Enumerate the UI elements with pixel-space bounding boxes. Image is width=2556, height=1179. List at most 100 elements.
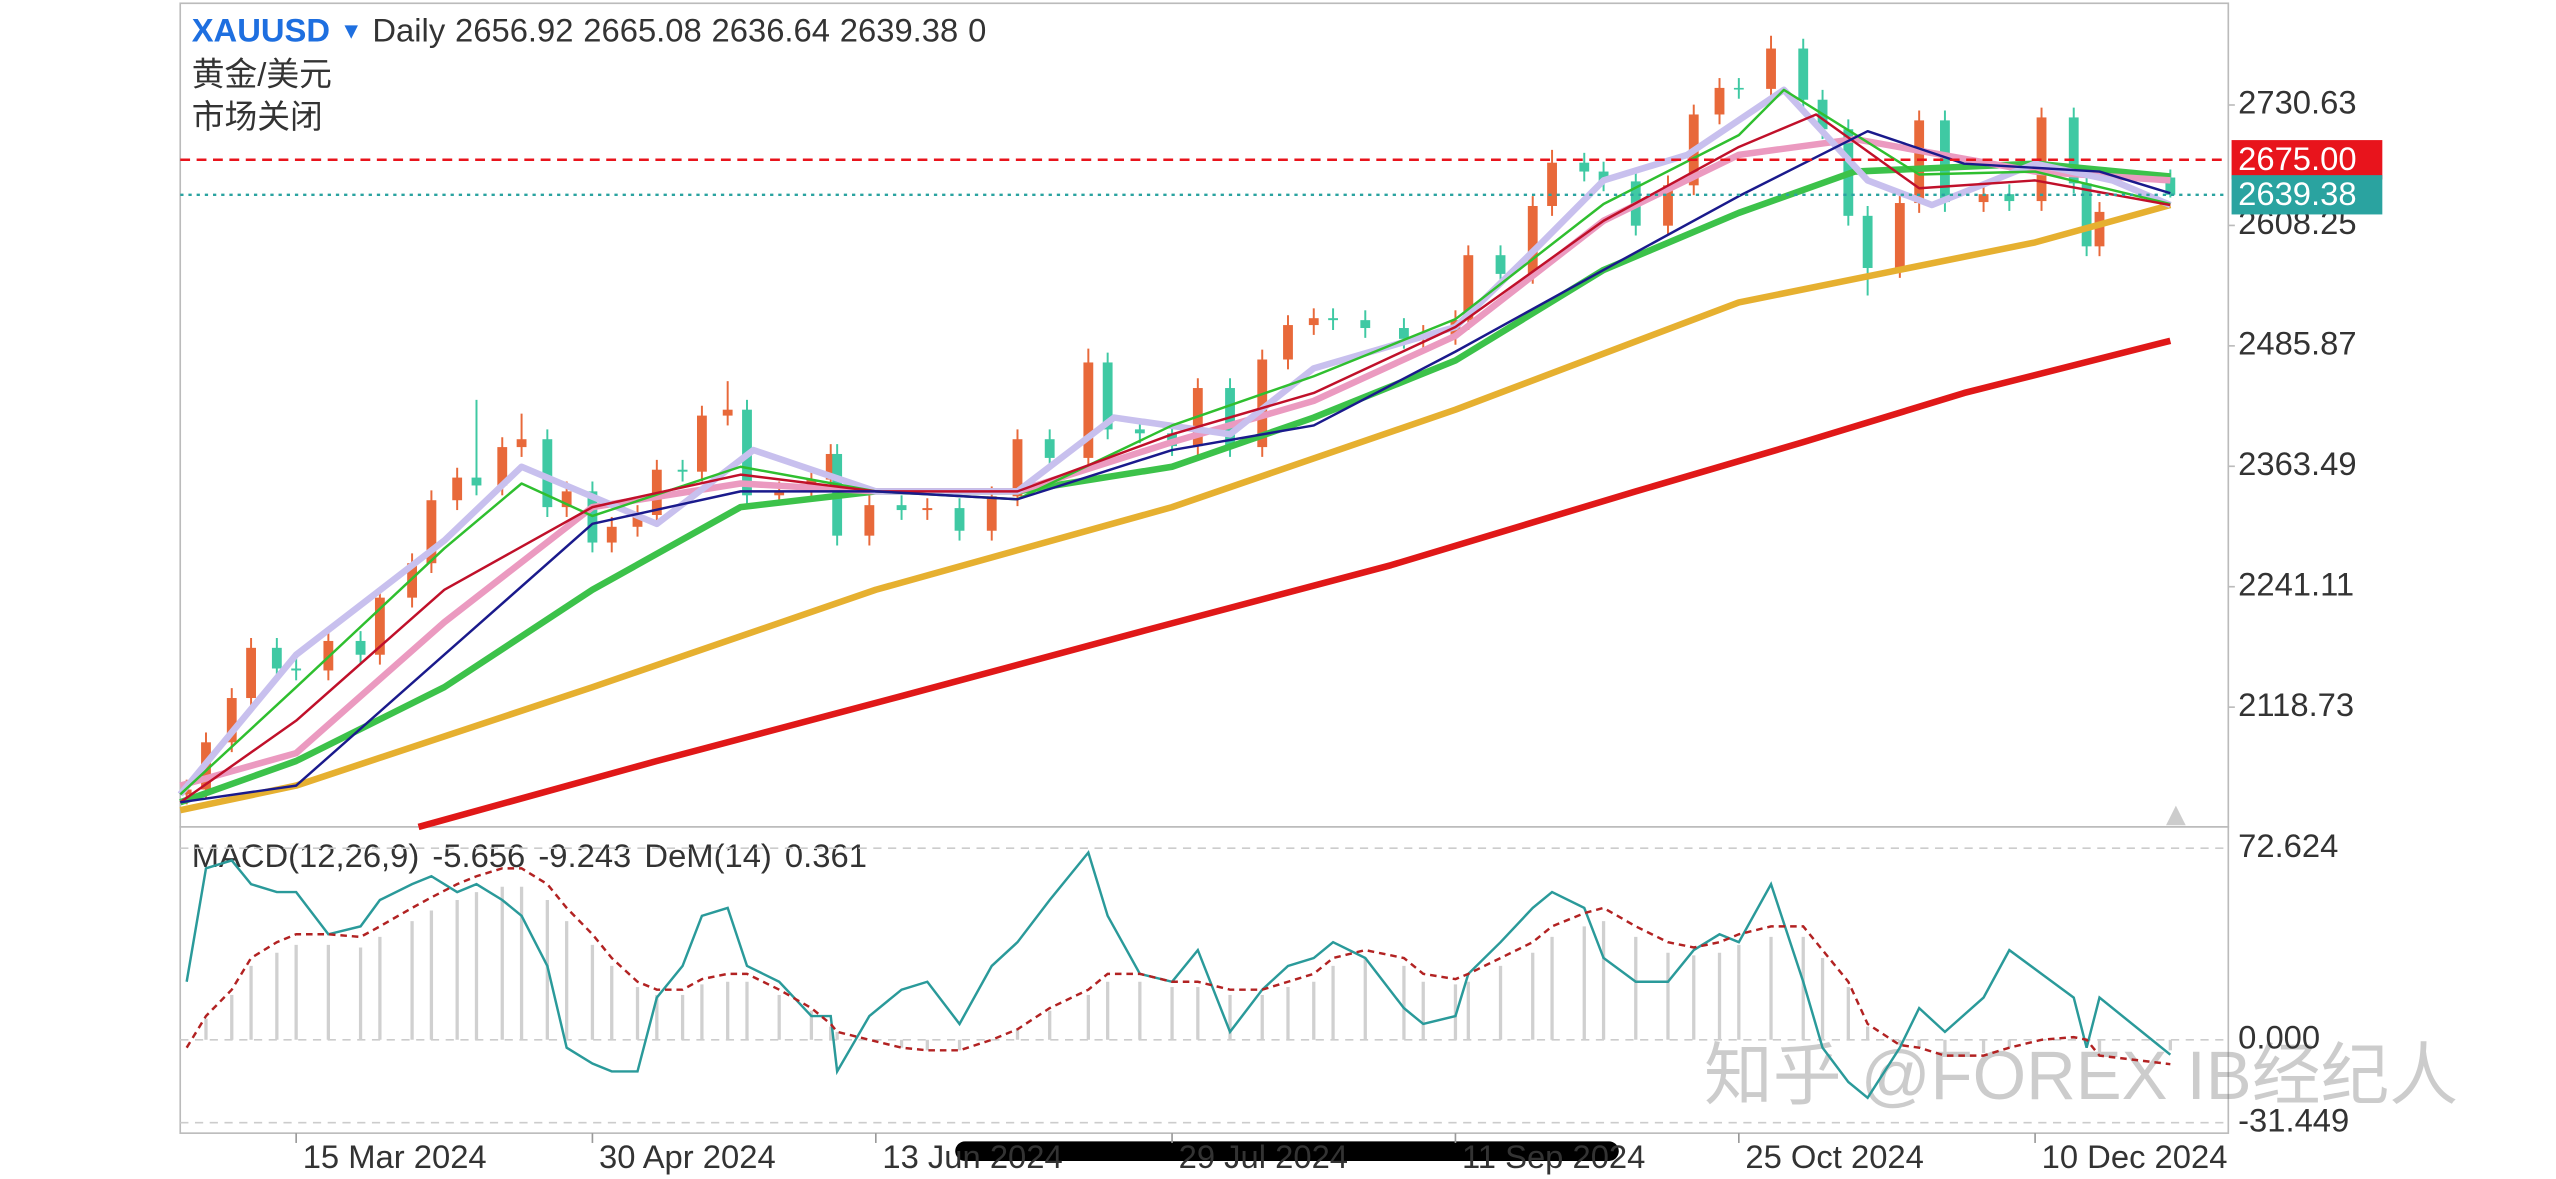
- candle-body: [2165, 177, 2176, 195]
- y-tick-label: 2485.87: [2238, 325, 2356, 362]
- header: XAUUSD ▼ Daily 2656.92 2665.08 2636.64 2639.38…: [192, 11, 987, 48]
- macd-header: MACD(12,26,9) -5.656 -9.243 DeM(14) 0.361: [192, 837, 867, 874]
- candle-body: [246, 647, 256, 699]
- x-tick-label: 15 Mar 2024: [303, 1138, 487, 1175]
- marker-triangle: [2166, 805, 2186, 826]
- moving-average: [179, 135, 2171, 789]
- candle-body: [922, 508, 933, 511]
- price-label: 2675.00: [2238, 140, 2356, 177]
- moving-average: [180, 129, 2171, 804]
- candle-body: [1134, 429, 1145, 434]
- candle-body: [1663, 185, 1673, 226]
- dem-label: DeM(14): [644, 837, 771, 874]
- candle-body: [2068, 117, 2079, 184]
- candle-body: [374, 597, 385, 655]
- candle-body: [1978, 194, 1989, 203]
- high: 2665.08: [583, 11, 701, 48]
- y-tick-label: 2363.49: [2238, 445, 2356, 482]
- candle-body: [291, 668, 302, 671]
- home-indicator: [955, 1141, 1619, 1161]
- candle-body: [1527, 205, 1538, 274]
- watermark: 知乎 @FOREX IB经纪人: [1704, 1037, 2458, 1114]
- candle-body: [1257, 359, 1268, 448]
- candle-body: [1598, 171, 1609, 182]
- indicator-line: [185, 867, 2171, 1066]
- candle-body: [1495, 255, 1506, 274]
- candle-body: [1308, 318, 1319, 326]
- price-label-box: [2231, 175, 2383, 215]
- candle-body: [954, 508, 965, 531]
- candle-body: [471, 477, 482, 486]
- candle-body: [696, 415, 707, 472]
- candle-body: [452, 477, 463, 501]
- volume: 0: [968, 11, 986, 48]
- candle-body: [1463, 255, 1474, 321]
- macd-title: MACD(12,26,9): [192, 837, 420, 874]
- moving-average: [177, 86, 2172, 797]
- y-tick-label: 0.000: [2238, 1018, 2320, 1055]
- open: 2656.92: [455, 11, 573, 48]
- y-tick-label: 2241.11: [2238, 565, 2354, 602]
- candle-body: [2094, 211, 2105, 247]
- candle-body: [1579, 162, 1590, 172]
- candle-body: [606, 526, 617, 543]
- candle-body: [677, 469, 688, 472]
- candle-body: [1547, 162, 1557, 206]
- candle-body: [497, 447, 508, 486]
- moving-average: [417, 337, 2172, 831]
- signal-value: -9.243: [538, 837, 631, 874]
- dem-value: 0.361: [785, 837, 867, 874]
- candle-body: [632, 514, 643, 527]
- moving-average: [179, 201, 2172, 814]
- moving-average: [179, 88, 2171, 796]
- symbol[interactable]: XAUUSD: [192, 11, 330, 48]
- candle-body: [1083, 362, 1094, 458]
- candle-body: [722, 409, 733, 416]
- close: 2639.38: [840, 11, 958, 48]
- low: 2636.64: [712, 11, 830, 48]
- candle-body: [1766, 48, 1776, 89]
- status: 市场关闭: [192, 98, 323, 135]
- candle-body: [1798, 48, 1809, 100]
- candle-body: [1733, 87, 1744, 90]
- price-label-box: [2231, 140, 2383, 180]
- candle-body: [516, 439, 527, 448]
- y-tick-label: 2118.73: [2238, 686, 2354, 723]
- candle-body: [2081, 183, 2092, 247]
- interval: Daily: [372, 11, 445, 48]
- candle-body: [226, 698, 237, 743]
- candle-body: [774, 491, 785, 496]
- y-tick-label: -31.449: [2238, 1101, 2349, 1138]
- candle-body: [2004, 194, 2015, 202]
- subtitle: 黄金/美元: [192, 56, 332, 93]
- candle-body: [825, 453, 836, 480]
- candle-body: [896, 505, 907, 511]
- candle-body: [426, 500, 437, 564]
- x-tick-label: 10 Dec 2024: [2042, 1138, 2228, 1175]
- candle-body: [1940, 120, 1950, 203]
- candle-body: [986, 496, 997, 531]
- indicator-line: [185, 849, 2172, 1100]
- candle-body: [1399, 328, 1409, 339]
- candle-body: [561, 491, 572, 508]
- plot-area: [177, 35, 2176, 831]
- dropdown-icon[interactable]: ▼: [340, 18, 363, 44]
- candle-body: [271, 647, 282, 669]
- y-tick-label: 72.624: [2238, 827, 2338, 864]
- candle-body: [864, 505, 875, 536]
- x-tick-label: 30 Apr 2024: [599, 1138, 776, 1175]
- x-tick-label: 29 Jul 2024: [1179, 1138, 1348, 1175]
- moving-average: [179, 113, 2171, 804]
- candle-body: [1862, 215, 1873, 268]
- candle-body: [407, 563, 418, 598]
- candle-body: [1360, 320, 1371, 329]
- candle-body: [542, 439, 553, 508]
- candle-body: [1044, 439, 1055, 458]
- candle-body: [1328, 318, 1338, 321]
- moving-average: [179, 160, 2171, 806]
- x-tick-label: 25 Oct 2024: [1745, 1138, 1923, 1175]
- candle-body: [1283, 325, 1293, 360]
- candle-body: [2036, 117, 2047, 202]
